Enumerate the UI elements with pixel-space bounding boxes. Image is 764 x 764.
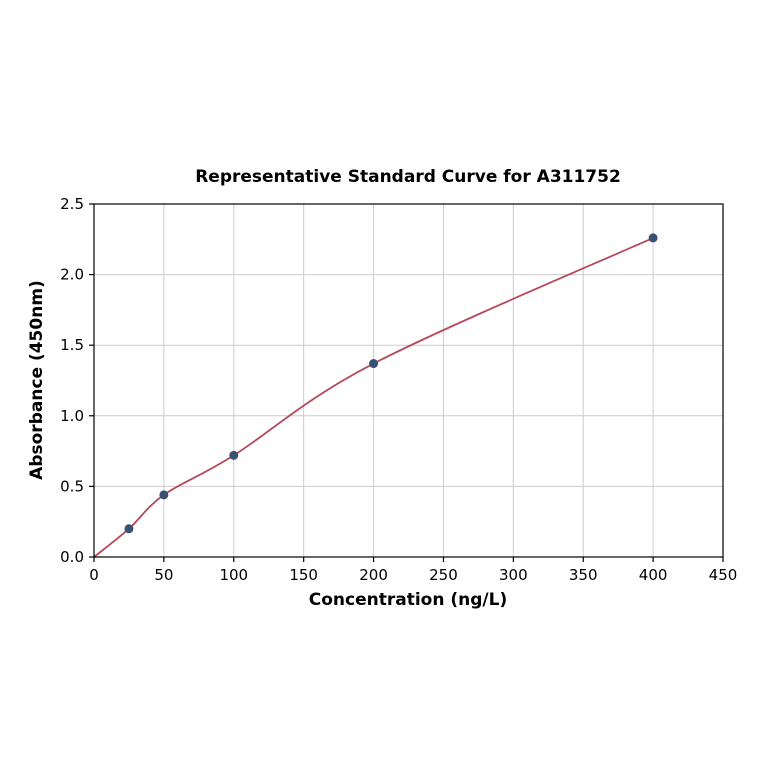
x-tick-label: 450	[709, 566, 738, 584]
grid-layer	[93, 203, 724, 558]
x-tick-label: 200	[359, 566, 388, 584]
data-point	[369, 359, 379, 369]
x-tick-label: 300	[499, 566, 528, 584]
x-tick-label: 150	[289, 566, 318, 584]
plot-border	[93, 203, 724, 558]
y-tick-label: 0.0	[60, 548, 84, 566]
chart-title: Representative Standard Curve for A31175…	[195, 167, 621, 187]
y-tick-label: 0.5	[60, 477, 84, 495]
data-point	[124, 524, 134, 534]
x-tick-label: 400	[639, 566, 668, 584]
axis-layer: 0 50 100 150 200 250 300 350 400 450 0.0 0.5 1.0 1.5 2…	[60, 195, 737, 584]
x-tick-label: 350	[569, 566, 598, 584]
x-tick-label: 100	[219, 566, 248, 584]
x-tick-label: 250	[429, 566, 458, 584]
y-tick-label: 1.5	[60, 336, 84, 354]
x-tick-label: 50	[154, 566, 173, 584]
x-axis-label: Concentration (ng/L)	[309, 590, 507, 610]
x-tick-label: 0	[89, 566, 99, 584]
data-layer	[93, 233, 658, 558]
y-axis-label: Absorbance (450nm)	[27, 280, 47, 480]
y-tick-label: 2.5	[60, 195, 84, 213]
data-point	[229, 450, 239, 460]
data-point	[159, 490, 169, 500]
data-point	[648, 233, 658, 243]
y-tick-label: 2.0	[60, 266, 84, 284]
y-tick-label: 1.0	[60, 407, 84, 425]
